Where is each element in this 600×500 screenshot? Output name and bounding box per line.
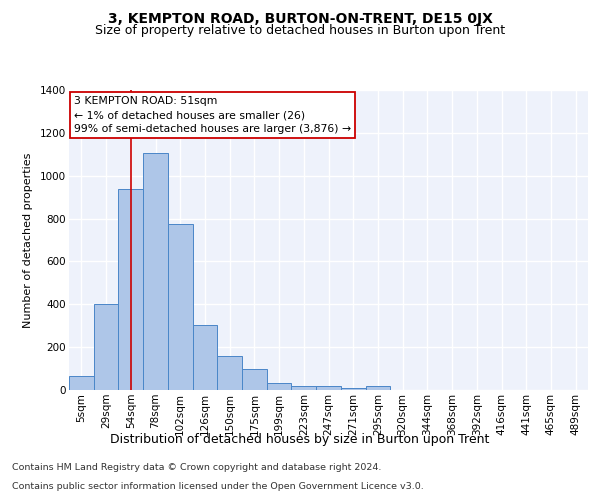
Text: Contains public sector information licensed under the Open Government Licence v3: Contains public sector information licen… [12, 482, 424, 491]
Text: Distribution of detached houses by size in Burton upon Trent: Distribution of detached houses by size … [110, 432, 490, 446]
Bar [168, 224, 193, 390]
Y-axis label: Number of detached properties: Number of detached properties [23, 152, 33, 328]
Bar [267, 382, 292, 390]
Bar [118, 188, 143, 390]
Bar [341, 388, 365, 390]
Bar [217, 356, 242, 390]
Text: 3 KEMPTON ROAD: 51sqm
← 1% of detached houses are smaller (26)
99% of semi-detac: 3 KEMPTON ROAD: 51sqm ← 1% of detached h… [74, 96, 352, 134]
Text: Contains HM Land Registry data © Crown copyright and database right 2024.: Contains HM Land Registry data © Crown c… [12, 464, 382, 472]
Bar [242, 368, 267, 390]
Bar [316, 386, 341, 390]
Bar [69, 376, 94, 390]
Bar [94, 304, 118, 390]
Bar [365, 386, 390, 390]
Bar [292, 386, 316, 390]
Bar [193, 324, 217, 390]
Text: 3, KEMPTON ROAD, BURTON-ON-TRENT, DE15 0JX: 3, KEMPTON ROAD, BURTON-ON-TRENT, DE15 0… [107, 12, 493, 26]
Bar [143, 153, 168, 390]
Text: Size of property relative to detached houses in Burton upon Trent: Size of property relative to detached ho… [95, 24, 505, 37]
